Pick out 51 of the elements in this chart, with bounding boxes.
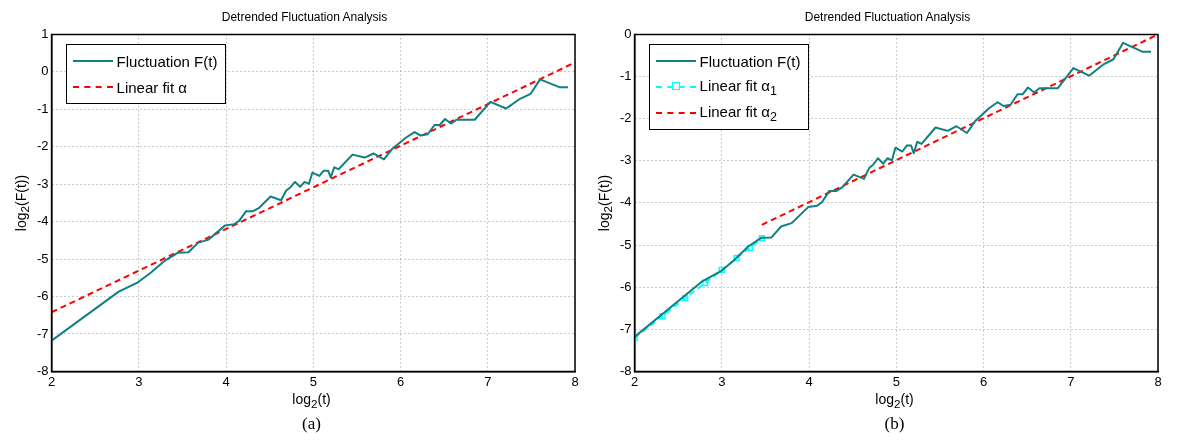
legend-label: Fluctuation F(t)	[699, 52, 801, 70]
chart-title: Detrended Fluctuation Analysis	[804, 9, 971, 24]
y-tick-label: -1	[37, 100, 49, 116]
x-tick-label: 7	[1067, 373, 1075, 389]
x-tick-label: 4	[222, 373, 230, 389]
y-tick-label: -4	[37, 213, 49, 229]
y-tick-label: -3	[37, 175, 49, 191]
chart-title: Detrended Fluctuation Analysis	[221, 9, 388, 24]
point	[746, 244, 753, 252]
y-tick-label: -3	[620, 152, 632, 168]
y-tick-label: -6	[620, 278, 632, 294]
x-tick-label: 5	[309, 373, 317, 389]
x-tick-label: 6	[979, 373, 988, 389]
x-axis-title: log$_{2}$(t)	[874, 391, 915, 410]
y-tick-label: 0	[41, 63, 49, 79]
y-tick-label: -6	[37, 288, 49, 304]
point	[758, 235, 766, 242]
y-tick-label: 1	[41, 25, 49, 41]
x-tick-label: 6	[396, 373, 405, 389]
point	[702, 279, 709, 287]
y-tick-label: -7	[37, 325, 49, 341]
x-tick-label: 8	[571, 373, 579, 389]
y-tick-label: 0	[624, 25, 632, 41]
point	[681, 294, 689, 302]
legend-label: Linear fit α	[116, 78, 187, 96]
legend-label: Fluctuation F(t)	[116, 52, 218, 70]
x-tick-label: 4	[805, 373, 813, 389]
x-tick-label: 2	[630, 373, 639, 389]
point	[718, 266, 726, 274]
y-tick-label: -1	[620, 68, 632, 84]
point	[659, 312, 666, 320]
y-tick-label: -4	[620, 194, 632, 210]
y-tick-label: -2	[37, 138, 49, 154]
x-tick-label: 7	[484, 373, 492, 389]
x-tick-label: 8	[1154, 373, 1162, 389]
y-tick-label: -5	[37, 250, 49, 266]
legend-label: Linear fit α$_{1}$	[699, 76, 777, 98]
y-tick-label: -8	[620, 362, 632, 378]
x-tick-label: 3	[135, 373, 143, 389]
x-axis-title: log$_{2}$(t)	[291, 391, 332, 410]
y-tick-label: -2	[620, 110, 632, 126]
text: (b)	[884, 413, 905, 434]
x-tick-label: 2	[47, 373, 56, 389]
legend-label: Linear fit α$_{2}$	[699, 102, 777, 124]
point	[733, 254, 740, 262]
x-tick-label: 5	[892, 373, 900, 389]
y-tick-label: -8	[37, 362, 49, 378]
y-tick-label: -5	[620, 236, 632, 252]
text: (a)	[302, 413, 321, 434]
y-tick-label: -7	[620, 320, 632, 336]
x-tick-label: 3	[718, 373, 726, 389]
